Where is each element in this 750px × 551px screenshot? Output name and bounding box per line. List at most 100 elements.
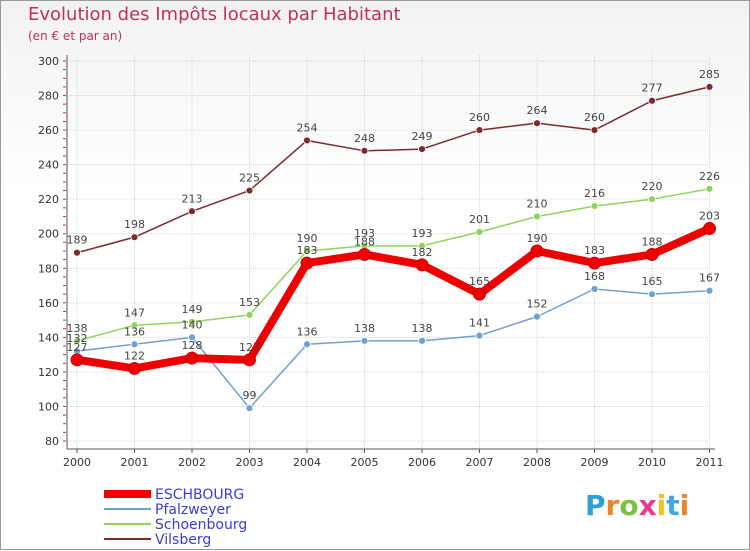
- data-label-pfalzweyer: 136: [124, 325, 145, 338]
- series-line-vilsberg: [76, 86, 711, 254]
- data-point-eschbourg: [703, 222, 716, 236]
- data-point-vilsberg: [360, 146, 369, 155]
- data-label-vilsberg: 249: [412, 130, 433, 143]
- logo-letter: r: [605, 489, 620, 522]
- data-label-eschbourg: 165: [469, 275, 490, 288]
- y-tick-label: 280: [38, 90, 59, 103]
- y-tick-label: 80: [45, 435, 59, 448]
- data-label-eschbourg: 127: [239, 341, 260, 354]
- series-line-schoenbourg: [76, 188, 711, 342]
- data-label-schoenbourg: 193: [412, 227, 433, 240]
- data-point-schoenbourg: [533, 212, 541, 221]
- data-label-eschbourg: 190: [527, 232, 548, 245]
- y-tick-label: 160: [38, 297, 59, 310]
- data-point-eschbourg: [415, 258, 429, 272]
- logo-letter: x: [638, 489, 657, 522]
- data-label-vilsberg: 277: [642, 82, 663, 95]
- data-label-pfalzweyer: 99: [243, 389, 257, 402]
- data-point-vilsberg: [188, 207, 196, 216]
- data-label-vilsberg: 260: [584, 111, 605, 124]
- x-tick-label: 2001: [121, 456, 149, 469]
- data-point-eschbourg: [358, 247, 371, 261]
- data-label-pfalzweyer: 141: [469, 317, 490, 330]
- data-label-schoenbourg: 138: [67, 322, 88, 335]
- data-label-eschbourg: 183: [584, 244, 605, 257]
- data-point-pfalzweyer: [245, 404, 254, 413]
- legend-label-vilsberg: Vilsberg: [155, 532, 211, 548]
- x-tick-label: 2002: [178, 456, 206, 469]
- data-point-eschbourg: [128, 361, 141, 375]
- chart-subtitle: (en € et par an): [28, 29, 123, 43]
- data-point-eschbourg: [530, 244, 544, 258]
- data-label-vilsberg: 254: [297, 121, 318, 134]
- logo-letter: i: [656, 489, 667, 522]
- data-label-schoenbourg: 201: [469, 213, 490, 226]
- x-tick-label: 2003: [236, 456, 264, 469]
- data-point-pfalzweyer: [303, 340, 311, 349]
- data-label-pfalzweyer: 138: [354, 322, 375, 335]
- y-tick-label: 120: [38, 366, 59, 379]
- legend-label-eschbourg: ESCHBOURG: [155, 487, 244, 503]
- data-point-vilsberg: [303, 136, 311, 145]
- logo-letter: o: [619, 489, 639, 522]
- series-line-pfalzweyer: [76, 288, 711, 409]
- data-point-pfalzweyer: [418, 336, 426, 345]
- logo-letter: t: [666, 489, 680, 522]
- data-label-pfalzweyer: 138: [412, 322, 433, 335]
- data-label-eschbourg: 203: [699, 210, 720, 223]
- data-label-schoenbourg: 193: [354, 227, 375, 240]
- data-label-schoenbourg: 149: [182, 303, 203, 316]
- y-tick-label: 220: [38, 193, 59, 206]
- data-point-schoenbourg: [590, 202, 599, 210]
- data-point-vilsberg: [648, 96, 656, 105]
- x-tick-label: 2009: [581, 456, 609, 469]
- data-label-vilsberg: 285: [699, 68, 720, 81]
- data-point-pfalzweyer: [188, 333, 196, 342]
- data-label-vilsberg: 264: [527, 104, 548, 117]
- data-point-schoenbourg: [475, 228, 484, 236]
- data-label-vilsberg: 189: [67, 234, 88, 247]
- y-tick-label: 200: [38, 228, 59, 241]
- logo-letter: i: [679, 489, 690, 522]
- data-point-vilsberg: [590, 126, 599, 134]
- y-tick-label: 240: [38, 159, 59, 172]
- data-point-pfalzweyer: [533, 312, 541, 321]
- data-label-pfalzweyer: 132: [67, 332, 88, 345]
- data-point-eschbourg: [473, 287, 486, 301]
- x-tick-label: 2006: [408, 456, 436, 469]
- chart-title: Evolution des Impôts locaux par Habitant: [28, 4, 401, 25]
- y-tick-label: 300: [38, 55, 59, 68]
- data-label-pfalzweyer: 136: [297, 325, 318, 338]
- x-tick-label: 2010: [638, 456, 666, 469]
- data-point-eschbourg: [185, 351, 199, 365]
- data-point-schoenbourg: [418, 241, 426, 250]
- data-label-schoenbourg: 210: [527, 197, 548, 210]
- y-tick-label: 140: [38, 331, 59, 344]
- data-label-eschbourg: 122: [124, 349, 145, 362]
- x-tick-label: 2008: [523, 456, 551, 469]
- data-point-eschbourg: [243, 353, 256, 367]
- x-tick-label: 2004: [293, 456, 321, 469]
- data-label-schoenbourg: 190: [297, 232, 318, 245]
- data-point-pfalzweyer: [705, 286, 714, 295]
- data-label-schoenbourg: 216: [584, 187, 605, 200]
- data-point-vilsberg: [705, 83, 714, 91]
- data-point-eschbourg: [588, 256, 601, 270]
- data-point-pfalzweyer: [360, 336, 369, 345]
- data-label-pfalzweyer: 167: [699, 272, 720, 285]
- data-point-pfalzweyer: [648, 290, 656, 299]
- data-point-eschbourg: [300, 256, 314, 270]
- data-label-schoenbourg: 220: [642, 180, 663, 193]
- data-label-eschbourg: 127: [67, 341, 88, 354]
- y-tick-label: 100: [38, 400, 59, 413]
- x-tick-label: 2000: [63, 456, 91, 469]
- data-point-vilsberg: [245, 186, 254, 195]
- legend-label-schoenbourg: Schoenbourg: [155, 517, 247, 533]
- proxiti-logo: Proxiti: [585, 489, 689, 522]
- data-label-pfalzweyer: 152: [527, 298, 548, 311]
- legend-label-pfalzweyer: Pfalzweyer: [155, 502, 231, 518]
- data-point-schoenbourg: [73, 336, 81, 345]
- data-point-vilsberg: [475, 126, 484, 134]
- data-label-schoenbourg: 153: [239, 296, 260, 309]
